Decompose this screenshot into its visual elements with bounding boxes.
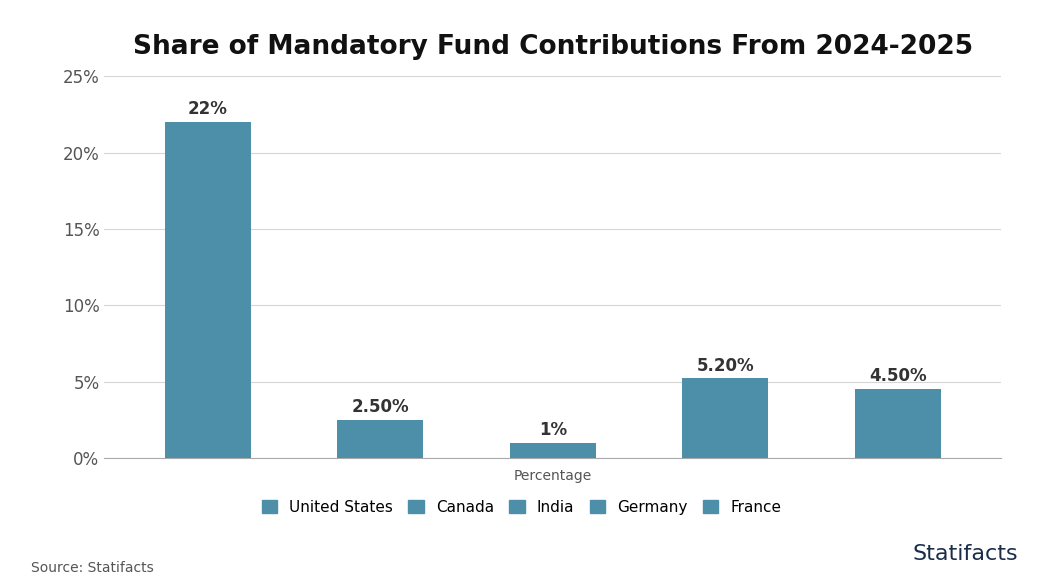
X-axis label: Percentage: Percentage [513, 469, 592, 483]
Title: Share of Mandatory Fund Contributions From 2024-2025: Share of Mandatory Fund Contributions Fr… [132, 34, 973, 60]
Text: Statifacts: Statifacts [913, 544, 1018, 564]
Text: 5.20%: 5.20% [697, 357, 754, 375]
Legend: United States, Canada, India, Germany, France: United States, Canada, India, Germany, F… [256, 494, 787, 521]
Text: 22%: 22% [188, 100, 227, 118]
Text: 1%: 1% [539, 421, 566, 439]
Text: 4.50%: 4.50% [869, 367, 926, 385]
Bar [337, 420, 423, 458]
Bar [854, 389, 941, 458]
Text: Source: Statifacts: Source: Statifacts [31, 561, 154, 575]
Bar [165, 122, 251, 458]
Text: 2.50%: 2.50% [351, 398, 409, 416]
Bar [682, 379, 769, 458]
Bar [510, 443, 596, 458]
